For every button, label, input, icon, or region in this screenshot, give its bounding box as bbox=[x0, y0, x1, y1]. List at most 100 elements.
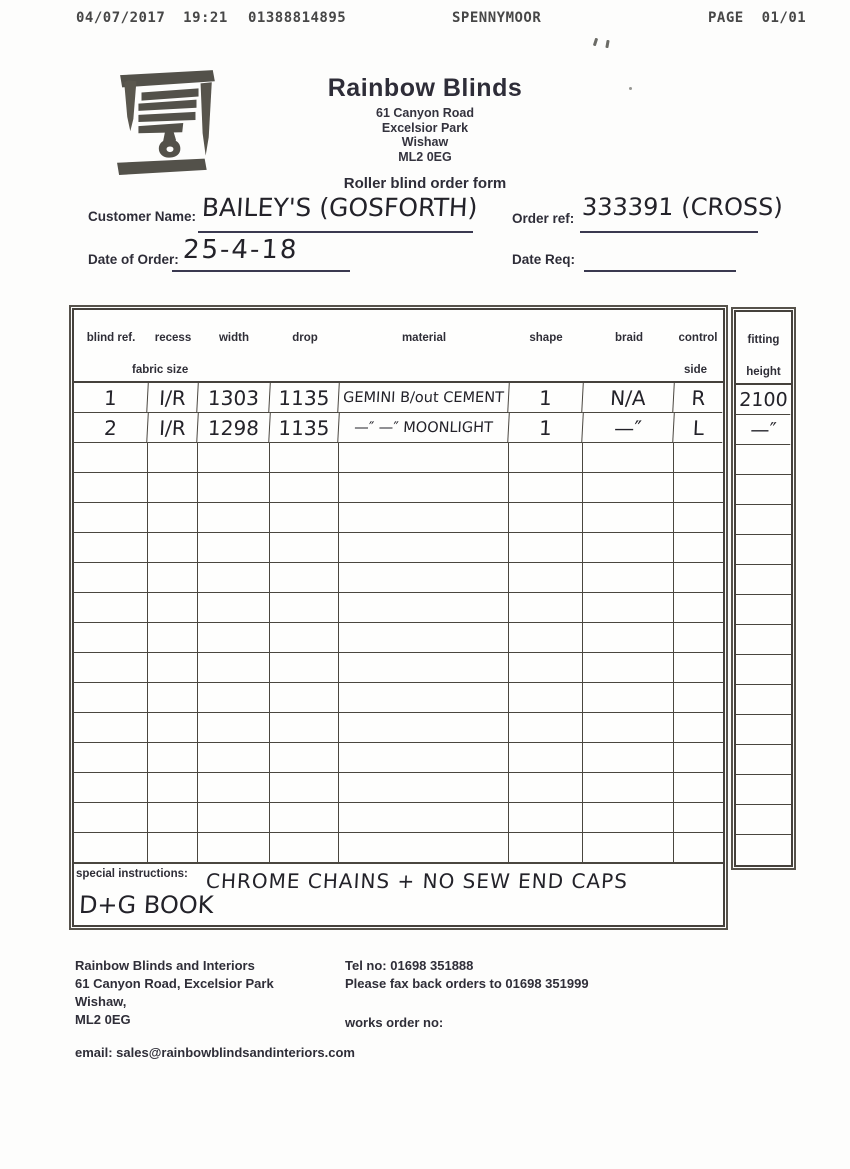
empty-cell bbox=[198, 653, 270, 683]
customer-name-value: BAILEY'S (GOSFORTH) bbox=[201, 193, 479, 222]
empty-cell bbox=[74, 833, 148, 863]
fax-datetime: 04/07/2017 19:21 bbox=[76, 10, 228, 26]
header-width: width bbox=[218, 332, 250, 344]
empty-cell bbox=[270, 713, 339, 743]
empty-cell bbox=[583, 623, 674, 653]
empty-cell bbox=[674, 443, 723, 473]
footer-company-address: Rainbow Blinds and Interiors 61 Canyon R… bbox=[75, 958, 274, 1027]
empty-cell bbox=[74, 803, 148, 833]
empty-cell bbox=[509, 593, 583, 623]
empty-cell bbox=[339, 623, 509, 653]
empty-cell bbox=[509, 683, 583, 713]
date-req-label: Date Req: bbox=[512, 252, 576, 267]
empty-cell bbox=[74, 593, 148, 623]
empty-cell bbox=[583, 653, 674, 683]
cell-fitting-row-1: 2100 bbox=[735, 385, 792, 415]
empty-cell bbox=[509, 503, 583, 533]
empty-cell bbox=[198, 473, 270, 503]
empty-cell bbox=[339, 443, 509, 473]
fax-number: 01388814895 bbox=[248, 10, 347, 26]
empty-cell bbox=[270, 443, 339, 473]
empty-cell bbox=[74, 623, 148, 653]
date-req-underline bbox=[584, 240, 736, 272]
empty-cell bbox=[74, 653, 148, 683]
empty-cell bbox=[148, 803, 198, 833]
empty-cell bbox=[509, 833, 583, 863]
cell-width-row-1: 1303 bbox=[197, 383, 271, 413]
cell-braid-row-1: N/A bbox=[582, 383, 675, 413]
empty-cell bbox=[198, 533, 270, 563]
empty-cell bbox=[74, 743, 148, 773]
empty-cell bbox=[736, 685, 791, 715]
scan-artifact bbox=[629, 87, 632, 90]
empty-cell bbox=[148, 533, 198, 563]
empty-cell bbox=[270, 833, 339, 863]
empty-cell bbox=[270, 593, 339, 623]
order-table-grid: blind ref. recess fabric size width drop… bbox=[73, 310, 724, 863]
empty-cell bbox=[509, 623, 583, 653]
special-instructions-label: special instructions: bbox=[76, 868, 188, 880]
cell-recess-row-2: I/R bbox=[147, 413, 199, 443]
special-instructions-box: special instructions: CHROME CHAINS + NO… bbox=[74, 863, 723, 925]
empty-cell bbox=[674, 473, 723, 503]
empty-cell bbox=[736, 505, 791, 535]
empty-cell bbox=[509, 713, 583, 743]
blinds-logo-icon bbox=[117, 70, 215, 175]
empty-cell bbox=[198, 773, 270, 803]
empty-cell bbox=[148, 563, 198, 593]
empty-cell bbox=[198, 563, 270, 593]
empty-cell bbox=[148, 713, 198, 743]
empty-cell bbox=[674, 773, 723, 803]
empty-cell bbox=[74, 533, 148, 563]
empty-cell bbox=[339, 773, 509, 803]
empty-cell bbox=[736, 745, 791, 775]
cell-shape-row-1: 1 bbox=[508, 383, 584, 413]
empty-cell bbox=[583, 683, 674, 713]
empty-cell bbox=[198, 593, 270, 623]
header-control: control bbox=[678, 332, 718, 344]
order-ref-underline bbox=[580, 199, 758, 233]
empty-cell bbox=[736, 775, 791, 805]
empty-cell bbox=[270, 623, 339, 653]
cell-drop-row-2: 1135 bbox=[269, 413, 340, 443]
empty-cell bbox=[74, 503, 148, 533]
empty-cell bbox=[74, 473, 148, 503]
empty-cell bbox=[339, 803, 509, 833]
empty-cell bbox=[674, 713, 723, 743]
empty-cell bbox=[270, 773, 339, 803]
empty-cell bbox=[583, 563, 674, 593]
empty-cell bbox=[736, 835, 791, 865]
empty-cell bbox=[674, 503, 723, 533]
empty-cell bbox=[270, 683, 339, 713]
empty-cell bbox=[148, 593, 198, 623]
header-fitting-height: height bbox=[746, 366, 781, 378]
empty-cell bbox=[270, 743, 339, 773]
header-fitting: fitting bbox=[747, 334, 780, 346]
empty-cell bbox=[148, 473, 198, 503]
empty-cell bbox=[148, 773, 198, 803]
empty-cell bbox=[339, 503, 509, 533]
fitting-column: fitting height 2100 —″ bbox=[734, 310, 793, 867]
empty-cell bbox=[509, 773, 583, 803]
company-header: Rainbow Blinds 61 Canyon Road Excelsior … bbox=[0, 74, 850, 164]
empty-cell bbox=[74, 443, 148, 473]
cell-material-row-2: —″ —″ MOONLIGHT bbox=[338, 413, 510, 443]
empty-cell bbox=[509, 443, 583, 473]
empty-cell bbox=[270, 473, 339, 503]
empty-cell bbox=[583, 503, 674, 533]
empty-cell bbox=[148, 443, 198, 473]
empty-cell bbox=[509, 533, 583, 563]
fax-station: SPENNYMOOR bbox=[452, 10, 542, 26]
empty-cell bbox=[148, 653, 198, 683]
empty-cell bbox=[74, 563, 148, 593]
empty-cell bbox=[270, 503, 339, 533]
empty-cell bbox=[583, 533, 674, 563]
header-material: material bbox=[401, 332, 447, 344]
empty-cell bbox=[736, 805, 791, 835]
empty-cell bbox=[736, 565, 791, 595]
cell-shape-row-2: 1 bbox=[508, 413, 584, 443]
empty-cell bbox=[198, 713, 270, 743]
date-of-order-underline bbox=[172, 240, 350, 272]
empty-cell bbox=[583, 713, 674, 743]
empty-cell bbox=[674, 803, 723, 833]
